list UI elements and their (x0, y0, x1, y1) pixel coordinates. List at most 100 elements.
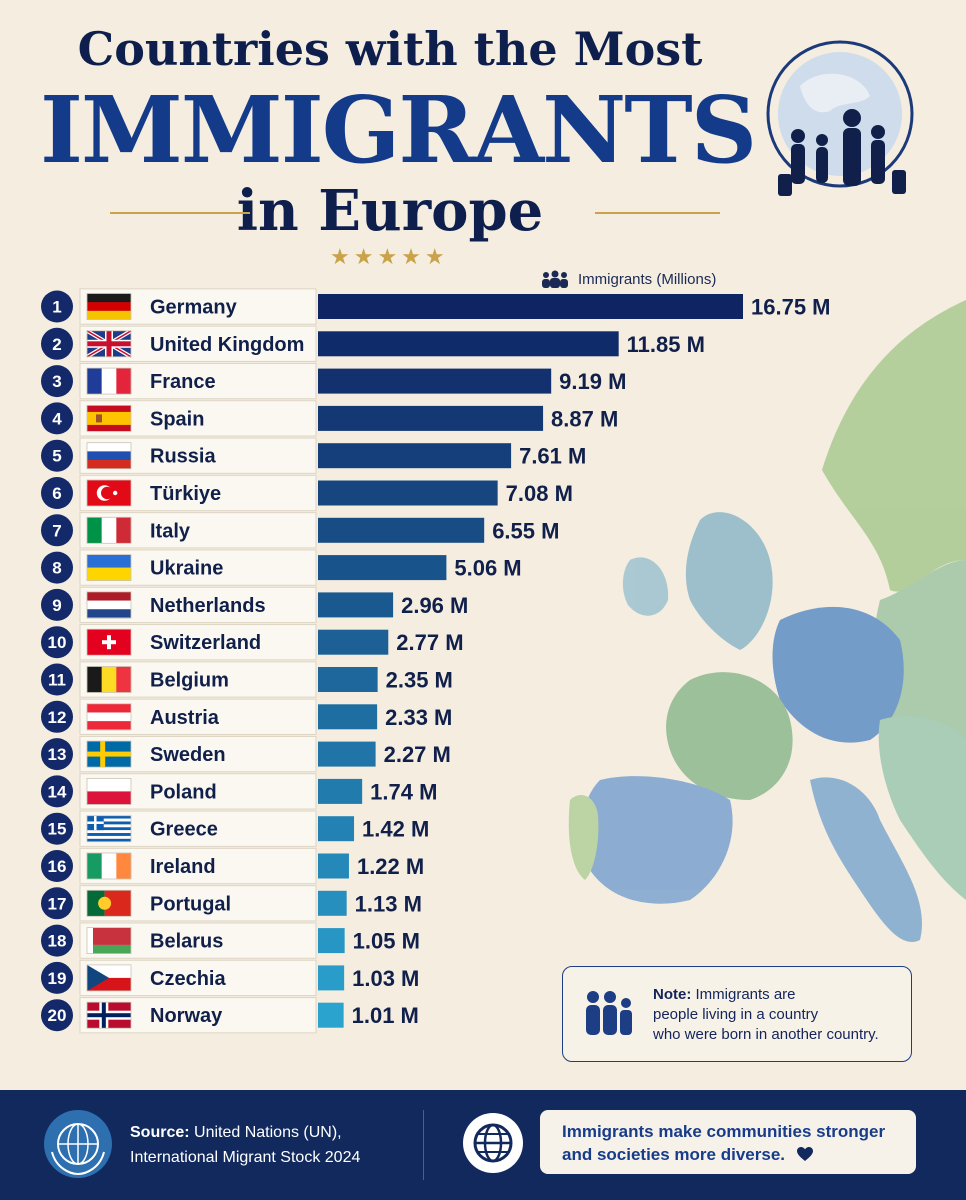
country-label: Türkiye (150, 483, 221, 505)
poland-flag (86, 778, 132, 805)
value-label: 7.08 M (506, 481, 573, 506)
rank-badge (41, 477, 73, 509)
country-label: France (150, 371, 216, 393)
value-label: 16.75 M (751, 295, 831, 320)
footer-divider (423, 1110, 424, 1180)
bar (318, 443, 512, 469)
chart-legend: Immigrants (Millions) (540, 270, 716, 288)
country-label: Italy (150, 520, 191, 542)
czechia-flag (86, 964, 132, 992)
spain-flag (86, 404, 132, 432)
rank-number: 9 (52, 596, 61, 615)
rank-badge (41, 327, 73, 360)
rank-badge (41, 626, 73, 659)
rank-badge (41, 439, 73, 472)
bar (318, 592, 394, 618)
value-label: 1.03 M (352, 966, 419, 991)
rank-badge (41, 551, 73, 584)
bar (318, 517, 485, 543)
rank-badge (41, 887, 73, 920)
title-rule-left (110, 212, 250, 214)
italy-flag (86, 516, 132, 544)
rank-number: 8 (52, 559, 61, 578)
bar (318, 778, 363, 804)
people-icon (586, 991, 632, 1035)
value-label: 1.13 M (355, 891, 422, 916)
rank-badge (41, 775, 73, 808)
message-text: Immigrants make communities stronger and… (562, 1122, 886, 1164)
stars-decoration: ★★★★★ (330, 244, 449, 269)
rank-number: 10 (48, 633, 67, 652)
value-label: 2.77 M (396, 630, 463, 655)
rank-number: 3 (52, 372, 61, 391)
rank-badge (41, 663, 73, 696)
globe-icon (463, 1113, 523, 1173)
rank-badge (41, 961, 73, 994)
rank-badge (41, 812, 73, 845)
title-line-2: IMMIGRANTS (40, 76, 757, 184)
rank-badge (41, 365, 73, 398)
sweden-flag (86, 740, 132, 768)
rank-number: 13 (48, 745, 67, 764)
country-label: Portugal (150, 893, 231, 915)
value-label: 1.01 M (352, 1003, 419, 1028)
bar (318, 331, 619, 357)
rank-badge (41, 588, 73, 621)
bar (318, 405, 544, 431)
country-label: Czechia (150, 968, 226, 990)
rank-number: 19 (48, 969, 67, 988)
rank-number: 4 (52, 409, 62, 428)
note-text: Note: Immigrants are people living in a … (653, 986, 879, 1043)
bar (318, 928, 345, 954)
bar (318, 555, 447, 581)
country-label: Sweden (150, 744, 226, 766)
value-label: 1.42 M (362, 817, 429, 842)
country-label: Switzerland (150, 632, 261, 654)
switzerland-flag (86, 628, 132, 656)
country-label: Germany (150, 297, 238, 319)
rank-number: 2 (52, 335, 61, 354)
rank-badge (41, 850, 73, 882)
rank-number: 7 (52, 521, 61, 540)
bar (318, 853, 349, 879)
country-label: Russia (150, 446, 216, 468)
belgium-flag (86, 666, 132, 693)
bar (318, 890, 347, 916)
country-label: Ireland (150, 856, 216, 878)
rank-number: 6 (52, 484, 61, 503)
value-label: 9.19 M (559, 369, 626, 394)
rank-badge (41, 700, 73, 733)
rank-badge (41, 290, 73, 323)
people-group-icon (542, 270, 568, 288)
rank-badge (41, 402, 73, 435)
country-label: Greece (150, 819, 218, 841)
title-rule-right (595, 212, 720, 214)
rank-badge (41, 738, 73, 771)
bar (318, 368, 552, 394)
source-text: Source: United Nations (UN), Internation… (130, 1124, 361, 1166)
austria-flag (86, 703, 132, 731)
bar (318, 741, 376, 767)
bar (318, 480, 498, 506)
rank-number: 20 (48, 1006, 67, 1025)
norway-flag (86, 1001, 132, 1029)
country-label: Netherlands (150, 595, 266, 617)
message-box: Immigrants make communities stronger and… (540, 1110, 916, 1174)
rank-number: 14 (48, 782, 67, 801)
un-emblem-icon (44, 1110, 112, 1178)
value-label: 5.06 M (454, 556, 521, 581)
value-label: 1.05 M (353, 929, 420, 954)
country-label: Belarus (150, 931, 223, 953)
united-kingdom-flag (85, 329, 133, 359)
bar (318, 667, 378, 692)
country-label: Austria (150, 707, 220, 729)
rank-number: 1 (52, 298, 61, 317)
rank-number: 12 (48, 708, 67, 727)
belarus-flag (86, 927, 132, 954)
note-box: Note: Immigrants are people living in a … (562, 966, 912, 1062)
value-label: 2.96 M (401, 593, 468, 618)
country-label: Poland (150, 781, 217, 803)
value-label: 2.35 M (386, 668, 453, 693)
title-line-3: in Europe (236, 178, 544, 244)
country-label: United Kingdom (150, 334, 304, 356)
